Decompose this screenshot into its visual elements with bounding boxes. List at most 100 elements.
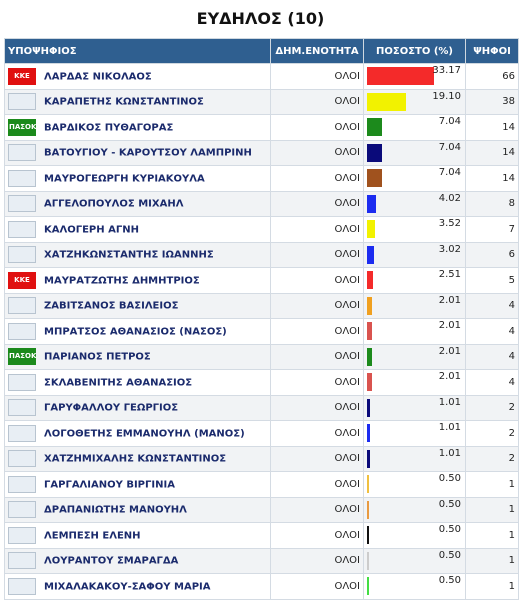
percent-value: 0.50 <box>438 575 461 586</box>
party-logo <box>8 93 36 111</box>
votes-cell: 5 <box>465 267 519 294</box>
name-cell: ΚΑΡΑΠΕΤΗΣ ΚΩΝΣΤΑΝΤΙΝΟΣ <box>4 88 271 115</box>
percent-cell: 1.01 <box>363 445 466 472</box>
candidate-name: ΜΑΥΡΟΓΕΩΡΓΗ ΚΥΡΙΑΚΟΥΛΑ <box>44 173 205 185</box>
candidate-name: ΧΑΤΖΗΜΙΧΑΛΗΣ ΚΩΝΣΤΑΝΤΙΝΟΣ <box>44 453 227 465</box>
unit-cell: ΟΛΟΙ <box>270 522 364 549</box>
candidate-name: ΣΚΛΑΒΕΝΙΤΗΣ ΑΘΑΝΑΣΙΟΣ <box>44 377 193 389</box>
percent-value: 2.51 <box>438 269 461 280</box>
unit-cell: ΟΛΟΙ <box>270 216 364 243</box>
unit-cell: ΟΛΟΙ <box>270 190 364 217</box>
header-cell: ΔΗΜ.ΕΝΟΤΗΤΑ <box>270 38 364 64</box>
percent-bar <box>367 143 383 162</box>
percent-bar <box>367 475 369 493</box>
unit-cell: ΟΛΟΙ <box>270 139 364 166</box>
percent-cell: 0.50 <box>363 522 466 549</box>
percent-bar <box>367 500 369 519</box>
candidate-name: ΛΕΜΠΕΣΗ ΕΛΕΝΗ <box>44 530 141 542</box>
party-logo: ΚΚΕ <box>8 271 36 289</box>
name-cell: ΧΑΤΖΗΜΙΧΑΛΗΣ ΚΩΝΣΤΑΝΤΙΝΟΣ <box>4 445 271 472</box>
row: ΜΑΥΡΟΓΕΩΡΓΗ ΚΥΡΙΑΚΟΥΛΑ ΟΛΟΙ 7.04 14 <box>4 165 519 192</box>
votes-cell: 1 <box>465 547 519 574</box>
name-cell: ΓΑΡΥΦΑΛΛΟΥ ΓΕΩΡΓΙΟΣ <box>4 394 271 421</box>
percent-bar <box>367 245 375 264</box>
unit-cell: ΟΛΟΙ <box>270 496 364 523</box>
unit-cell: ΟΛΟΙ <box>270 547 364 574</box>
candidate-name: ΖΑΒΙΤΣΑΝΟΣ ΒΑΣΙΛΕΙΟΣ <box>44 300 179 312</box>
percent-bar <box>367 373 373 391</box>
party-logo <box>8 552 36 570</box>
unit-cell: ΟΛΟΙ <box>270 267 364 294</box>
candidate-name: ΒΑΤΟΥΓΙΟΥ - ΚΑΡΟΥΤΣΟΥ ΛΑΜΠΡΙΝΗ <box>44 147 252 159</box>
percent-bar <box>367 169 383 187</box>
unit-cell: ΟΛΟΙ <box>270 241 364 268</box>
percent-value: 7.04 <box>438 116 461 127</box>
percent-bar <box>367 92 407 111</box>
percent-cell: 7.04 <box>363 165 466 192</box>
candidate-name: ΑΓΓΕΛΟΠΟΥΛΟΣ ΜΙΧΑΗΛ <box>44 198 184 210</box>
percent-bar <box>367 449 371 468</box>
name-cell: ΒΑΤΟΥΓΙΟΥ - ΚΑΡΟΥΤΣΟΥ ΛΑΜΠΡΙΝΗ <box>4 139 271 166</box>
unit-cell: ΟΛΟΙ <box>270 394 364 421</box>
percent-cell: 3.02 <box>363 241 466 268</box>
percent-cell: 7.04 <box>363 139 466 166</box>
row: ΜΠΡΑΤΣΟΣ ΑΘΑΝΑΣΙΟΣ (ΝΑΣΟΣ) ΟΛΟΙ 2.01 4 <box>4 318 519 345</box>
percent-cell: 3.52 <box>363 216 466 243</box>
row: ΓΑΡΓΑΛΙΑΝΟΥ ΒΙΡΓΙΝΙΑ ΟΛΟΙ 0.50 1 <box>4 471 519 498</box>
votes-cell: 4 <box>465 369 519 396</box>
percent-bar <box>367 526 369 544</box>
percent-value: 0.50 <box>438 473 461 484</box>
row: ΒΑΤΟΥΓΙΟΥ - ΚΑΡΟΥΤΣΟΥ ΛΑΜΠΡΙΝΗ ΟΛΟΙ 7.04 14 <box>4 139 519 166</box>
row: ΛΟΓΟΘΕΤΗΣ ΕΜΜΑΝΟΥΗΛ (ΜΑΝΟΣ) ΟΛΟΙ 1.01 2 <box>4 420 519 447</box>
percent-cell: 2.01 <box>363 343 466 370</box>
row: ΠΑΣΟΚ ΒΑΡΔΙΚΟΣ ΠΥΘΑΓΟΡΑΣ ΟΛΟΙ 7.04 14 <box>4 114 519 141</box>
unit-cell: ΟΛΟΙ <box>270 165 364 192</box>
header-row: ΥΠΟΨΗΦΙΟΣ ΔΗΜ.ΕΝΟΤΗΤΑ ΠΟΣΟΣΤΟ (%) ΨΗΦΟΙ <box>4 38 519 64</box>
percent-bar <box>367 220 376 238</box>
percent-cell: 0.50 <box>363 573 466 600</box>
party-logo <box>8 475 36 493</box>
candidate-name: ΚΑΛΟΓΕΡΗ ΑΓΝΗ <box>44 224 139 236</box>
candidate-name: ΓΑΡΥΦΑΛΛΟΥ ΓΕΩΡΓΙΟΣ <box>44 402 179 414</box>
votes-cell: 7 <box>465 216 519 243</box>
name-cell: ΣΚΛΑΒΕΝΙΤΗΣ ΑΘΑΝΑΣΙΟΣ <box>4 369 271 396</box>
name-cell: ΔΡΑΠΑΝΙΩΤΗΣ ΜΑΝΟΥΗΛ <box>4 496 271 523</box>
candidate-name: ΛΟΓΟΘΕΤΗΣ ΕΜΜΑΝΟΥΗΛ (ΜΑΝΟΣ) <box>44 428 245 440</box>
percent-value: 0.50 <box>438 498 461 510</box>
row: ΠΑΣΟΚ ΠΑΡΙΑΝΟΣ ΠΕΤΡΟΣ ΟΛΟΙ 2.01 4 <box>4 343 519 370</box>
percent-value: 7.04 <box>438 167 461 178</box>
percent-value: 1.01 <box>438 396 461 408</box>
percent-bar <box>367 398 371 417</box>
party-logo <box>8 424 36 442</box>
party-logo <box>8 399 36 417</box>
votes-cell: 14 <box>465 165 519 192</box>
unit-cell: ΟΛΟΙ <box>270 292 364 319</box>
party-logo: ΠΑΣΟΚ <box>8 118 36 136</box>
name-cell: ΜΑΥΡΟΓΕΩΡΓΗ ΚΥΡΙΑΚΟΥΛΑ <box>4 165 271 192</box>
percent-bar <box>367 67 435 85</box>
votes-cell: 1 <box>465 573 519 600</box>
votes-cell: 1 <box>465 496 519 523</box>
name-cell: ΛΟΓΟΘΕΤΗΣ ΕΜΜΑΝΟΥΗΛ (ΜΑΝΟΣ) <box>4 420 271 447</box>
votes-cell: 2 <box>465 394 519 421</box>
party-logo <box>8 322 36 340</box>
percent-bar <box>367 424 371 442</box>
candidate-name: ΛΑΡΔΑΣ ΝΙΚΟΛΑΟΣ <box>44 71 152 83</box>
row: ΣΚΛΑΒΕΝΙΤΗΣ ΑΘΑΝΑΣΙΟΣ ΟΛΟΙ 2.01 4 <box>4 369 519 396</box>
percent-value: 7.04 <box>438 141 461 153</box>
name-cell: ΛΟΥΡΑΝΤΟΥ ΣΜΑΡΑΓΔΑ <box>4 547 271 574</box>
percent-cell: 1.01 <box>363 394 466 421</box>
name-cell: ΑΓΓΕΛΟΠΟΥΛΟΣ ΜΙΧΑΗΛ <box>4 190 271 217</box>
votes-cell: 1 <box>465 471 519 498</box>
row: ΚΚΕ ΛΑΡΔΑΣ ΝΙΚΟΛΑΟΣ ΟΛΟΙ 33.17 66 <box>4 63 519 90</box>
percent-value: 3.52 <box>438 218 461 229</box>
row: ΛΕΜΠΕΣΗ ΕΛΕΝΗ ΟΛΟΙ 0.50 1 <box>4 522 519 549</box>
percent-value: 3.02 <box>438 243 461 255</box>
percent-value: 2.01 <box>438 320 461 331</box>
row: ΚΚΕ ΜΑΥΡΑΤΖΩΤΗΣ ΔΗΜΗΤΡΙΟΣ ΟΛΟΙ 2.51 5 <box>4 267 519 294</box>
percent-cell: 33.17 <box>363 63 466 90</box>
name-cell: ΛΕΜΠΕΣΗ ΕΛΕΝΗ <box>4 522 271 549</box>
percent-cell: 2.01 <box>363 369 466 396</box>
candidate-name: ΜΙΧΑΛΑΚΑΚΟΥ-ΣΑΦΟΥ ΜΑΡΙΑ <box>44 581 211 593</box>
